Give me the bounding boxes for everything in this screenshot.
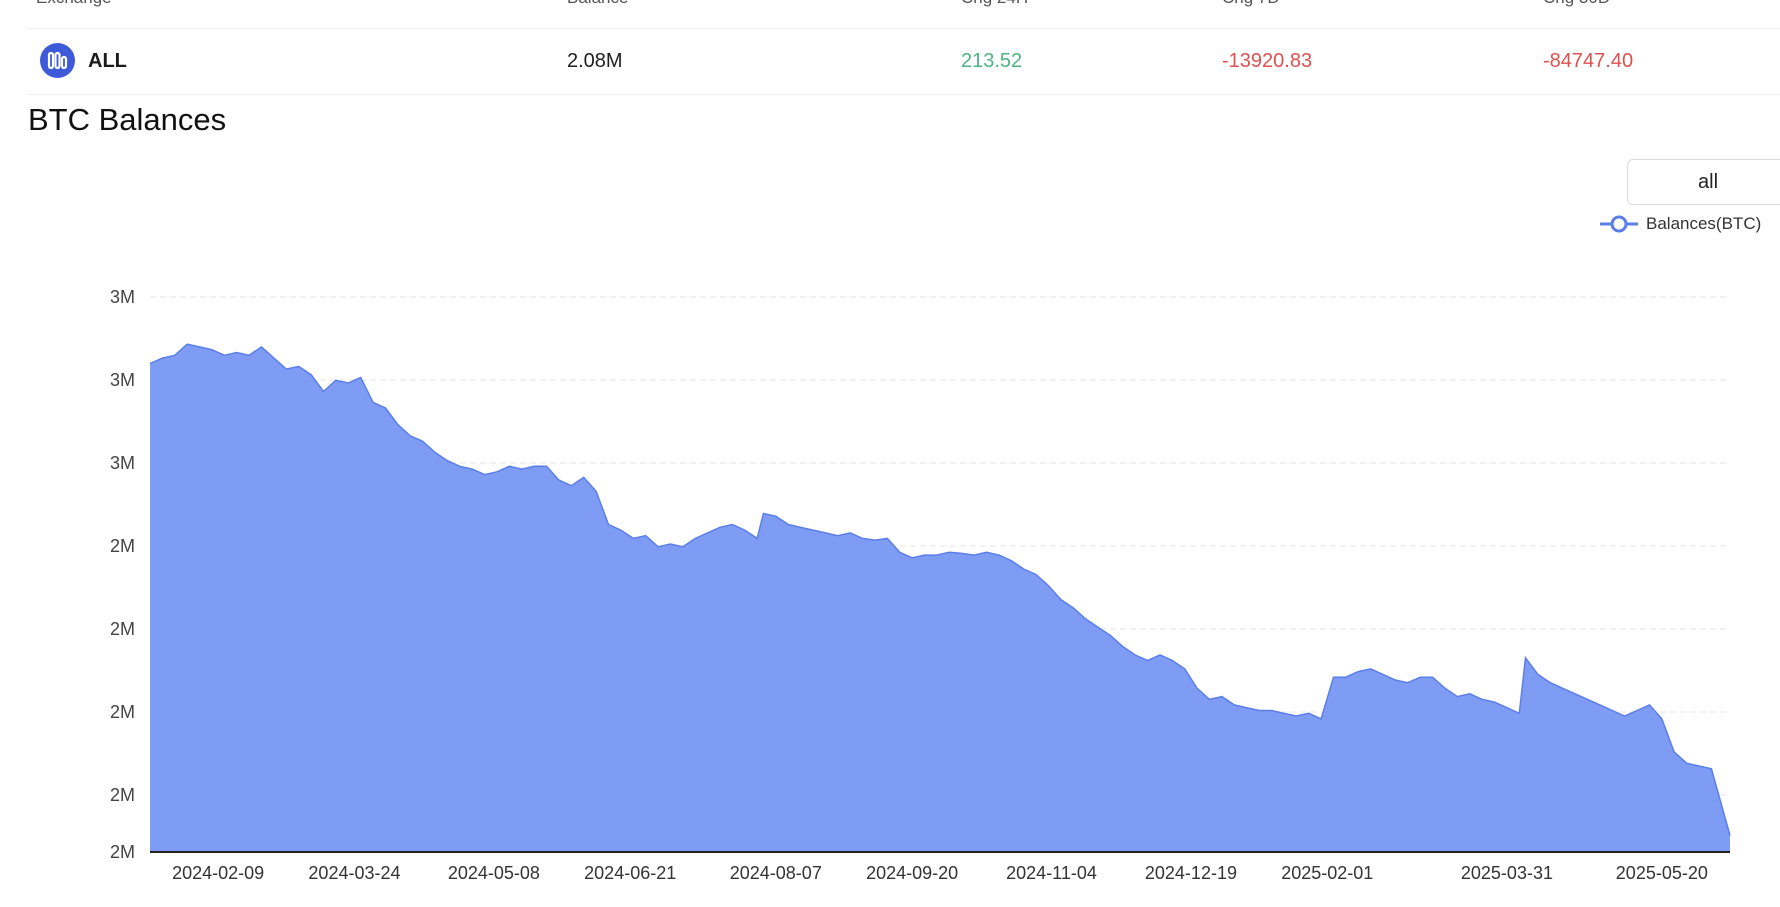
header-balance: Balance (567, 0, 628, 8)
header-chg-7d: Chg 7D (1222, 0, 1280, 8)
x-tick-label: 2024-11-04 (1006, 863, 1097, 883)
table-row[interactable]: ALL 2.08M 213.52 -13920.83 -84747.40 (28, 28, 1780, 95)
chg-7d-value: -13920.83 (1222, 50, 1313, 72)
balance-value: 2.08M (567, 50, 623, 72)
y-tick-label: 2M (110, 842, 135, 862)
x-tick-label: 2025-02-01 (1281, 863, 1373, 883)
x-tick-label: 2024-06-21 (584, 863, 676, 883)
exchange-name: ALL (88, 50, 127, 72)
y-tick-label: 3M (110, 287, 135, 307)
header-chg-24h: Chg 24H (961, 0, 1028, 8)
y-tick-label: 2M (110, 536, 135, 556)
x-tick-label: 2024-09-20 (866, 863, 958, 883)
y-axis-labels: 2M 2M 2M 2M 2M 3M 3M 3M (110, 287, 135, 862)
exchange-logo-icon (40, 43, 75, 78)
x-axis-labels: 2024-02-09 2024-03-24 2024-05-08 2024-06-21… (172, 863, 1708, 883)
header-chg-30d: Chg 30D (1543, 0, 1610, 8)
balances-line (149, 343, 1731, 836)
range-select[interactable]: all (1627, 159, 1780, 205)
y-tick-label: 3M (110, 370, 135, 390)
y-tick-label: 3M (110, 453, 135, 473)
chg-30d-value: -84747.40 (1543, 50, 1634, 72)
header-exchange: Exchange (36, 0, 112, 8)
section-title: BTC Balances (28, 102, 227, 137)
table-header: Exchange Balance Chg 24H Chg 7D Chg 30D (28, 0, 1780, 29)
balances-area (150, 344, 1730, 852)
chg-24h-value: 213.52 (961, 50, 1023, 72)
y-tick-label: 2M (110, 702, 135, 722)
x-tick-label: 2025-05-20 (1616, 863, 1708, 883)
x-tick-label: 2025-03-31 (1461, 863, 1553, 883)
x-tick-label: 2024-05-08 (448, 863, 540, 883)
x-tick-label: 2024-12-19 (1145, 863, 1237, 883)
x-tick-label: 2024-08-07 (730, 863, 822, 883)
y-tick-label: 2M (110, 619, 135, 639)
x-tick-label: 2024-03-24 (308, 863, 400, 883)
y-tick-label: 2M (110, 785, 135, 805)
legend-marker-icon (1600, 215, 1638, 233)
x-tick-label: 2024-02-09 (172, 863, 264, 883)
legend-label: Balances(BTC) (1646, 214, 1762, 233)
